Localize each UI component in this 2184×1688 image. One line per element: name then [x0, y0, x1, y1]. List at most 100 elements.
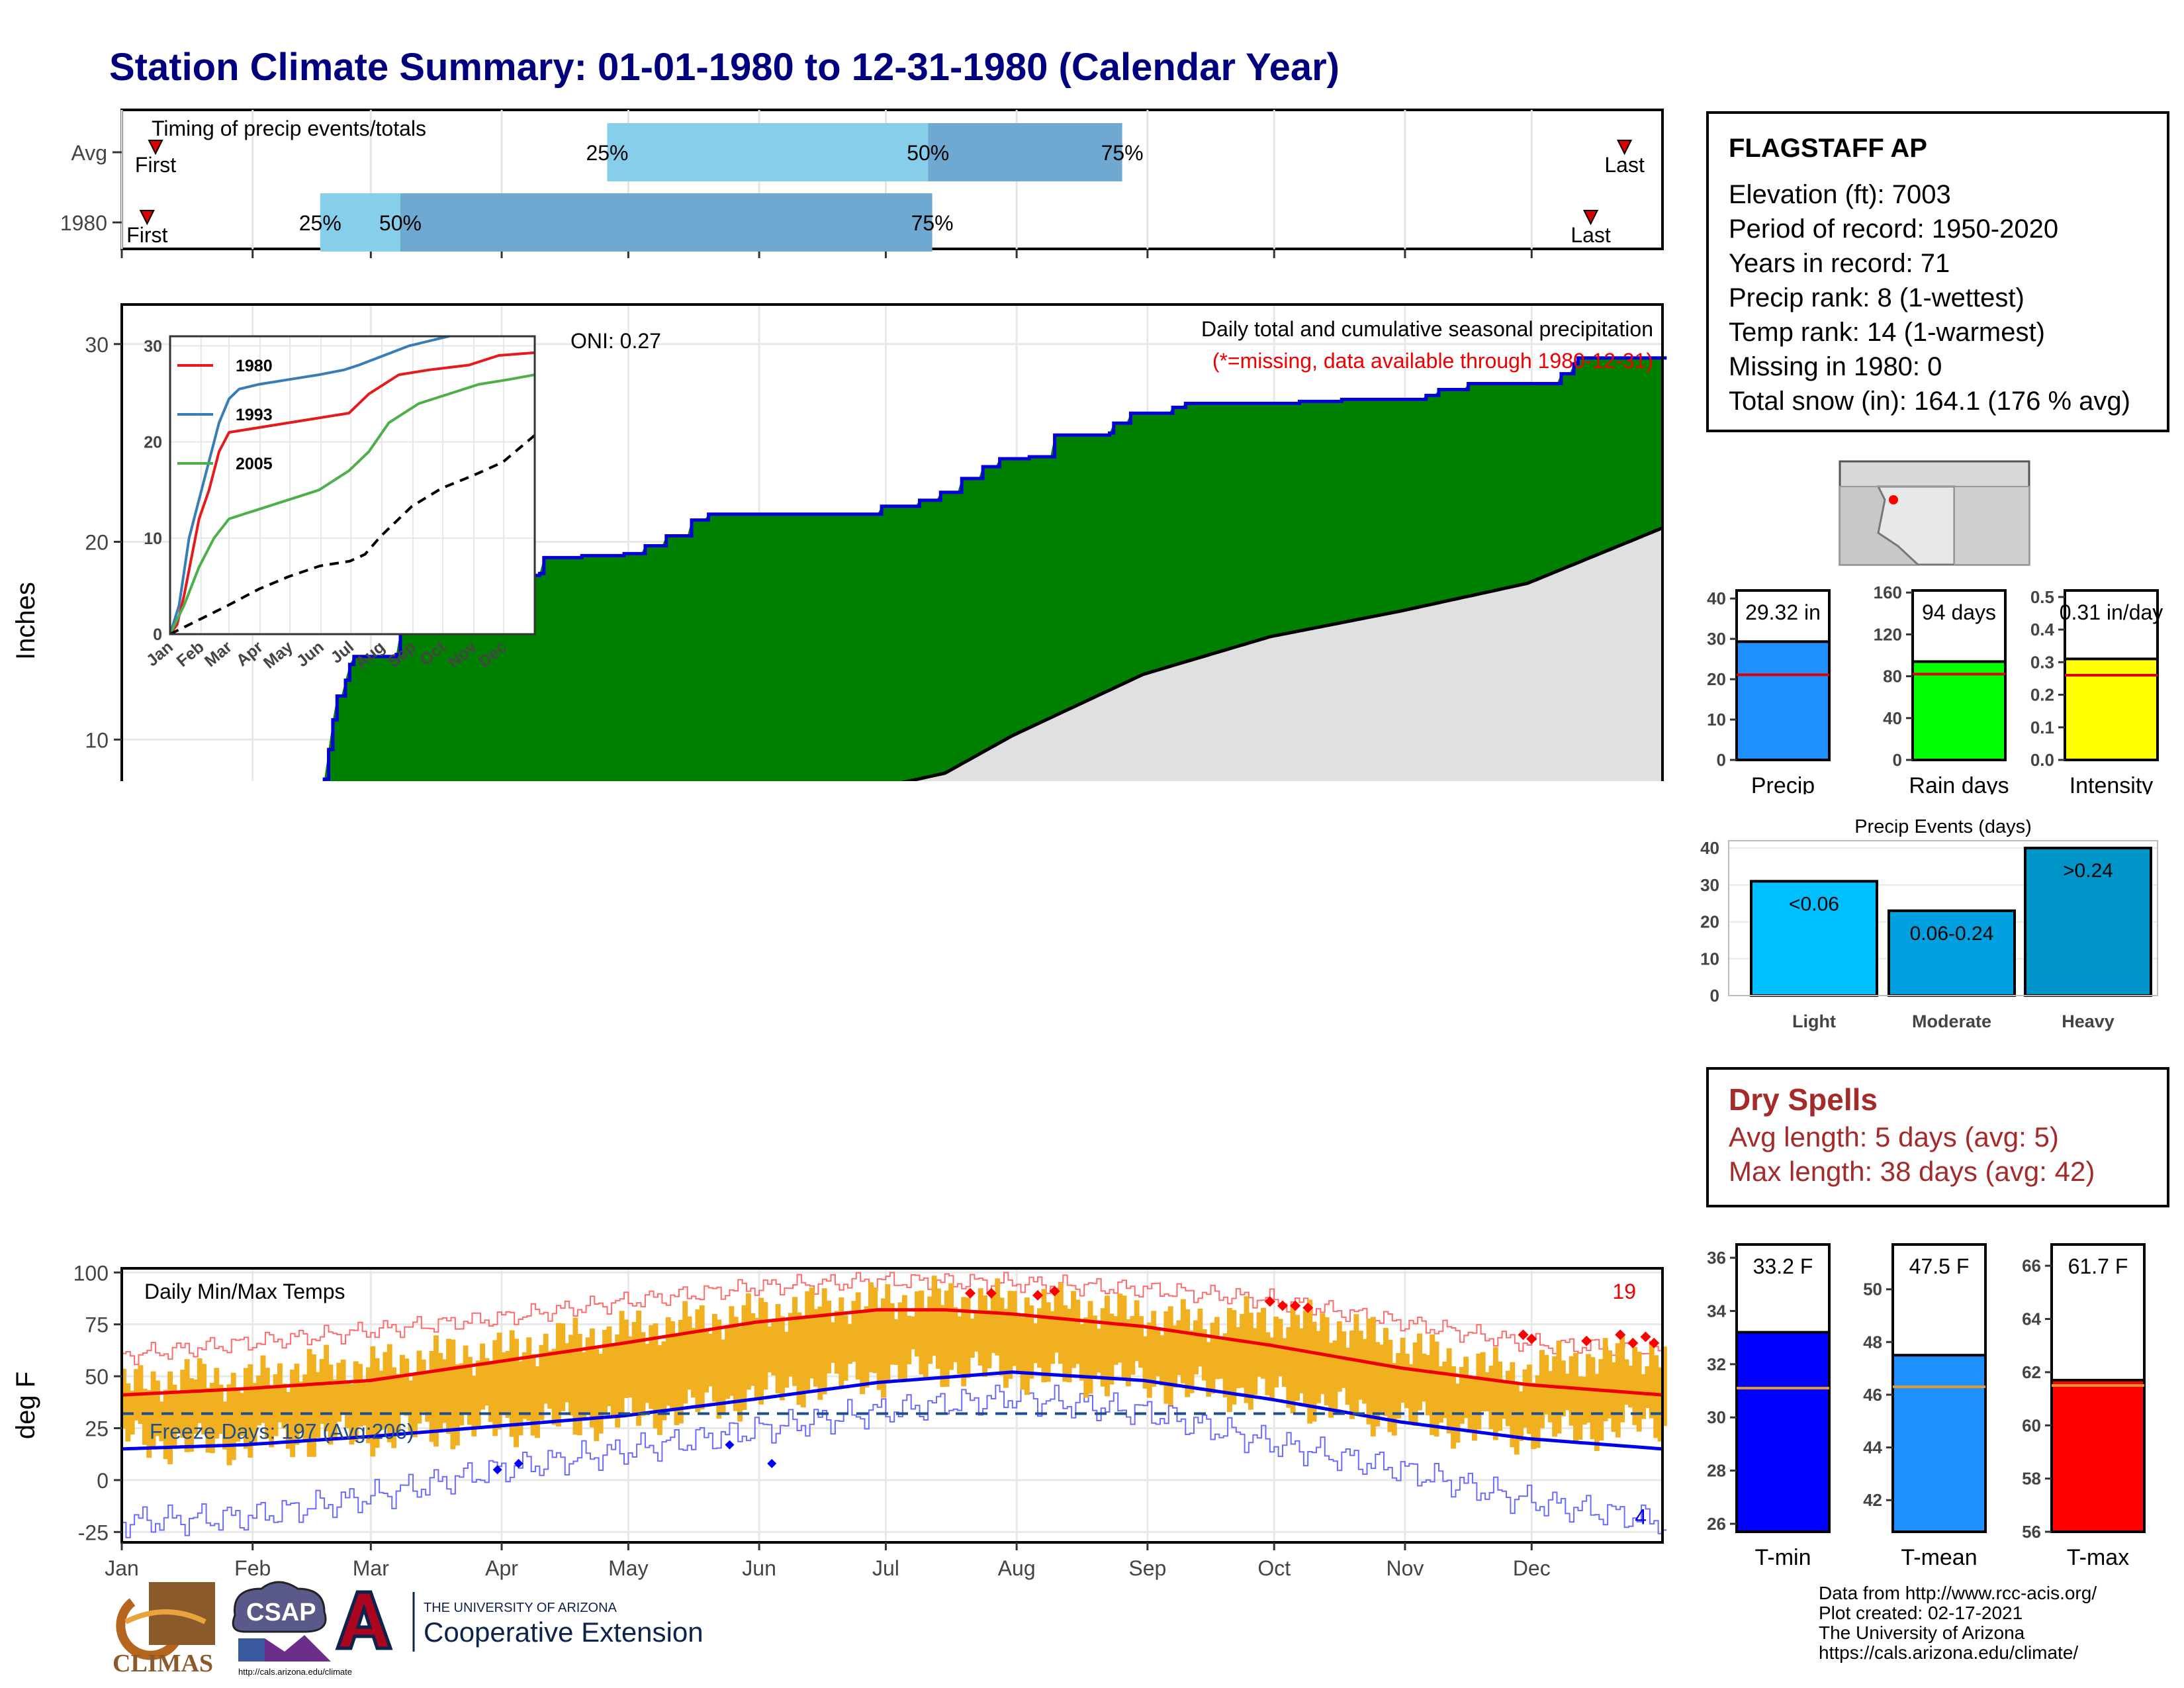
credit-url: https://cals.arizona.edu/climate/	[1819, 1642, 2079, 1663]
temp-daily-bar-122	[631, 1322, 637, 1415]
timing-first-marker-1	[139, 210, 155, 226]
temp-daily-bar-154	[766, 1326, 772, 1373]
dry-spells-avg: Avg length: 5 days (avg: 5)	[1729, 1121, 2059, 1152]
temp-daily-bar-335	[1531, 1382, 1537, 1450]
temp-daily-bar-139	[704, 1330, 709, 1393]
temp-daily-bar-253	[1185, 1309, 1191, 1397]
svg-text:THE UNIVERSITY OF ARIZONA: THE UNIVERSITY OF ARIZONA	[424, 1601, 617, 1615]
temp-daily-bar-362	[1645, 1366, 1651, 1409]
temp-daily-bar-210	[1003, 1309, 1009, 1388]
temp-record-high-marker-10	[1581, 1335, 1592, 1346]
temp-daily-bar-229	[1083, 1317, 1089, 1398]
temp-daily-bar-198	[952, 1307, 958, 1362]
temp-daily-bar-111	[585, 1337, 591, 1414]
timing-row-label-0: Avg	[71, 141, 107, 165]
temp-daily-bar-231	[1091, 1315, 1097, 1377]
temp-daily-bar-195	[940, 1305, 946, 1387]
temp-daily-bar-189	[915, 1291, 920, 1357]
temp-daily-bar-113	[594, 1349, 600, 1442]
temp-daily-bar-300	[1383, 1327, 1388, 1416]
temp-record-high-marker-8	[1518, 1329, 1529, 1340]
temp-daily-bar-286	[1324, 1317, 1330, 1406]
inset-ytick-label-1: 10	[144, 530, 162, 548]
temp-min-count: 4	[1635, 1505, 1647, 1528]
temp-daily-bar-267	[1244, 1296, 1250, 1403]
inset-legend-label-0: 1980	[236, 357, 273, 375]
panel-bar-annual_temps-1	[1891, 1354, 1987, 1533]
panel-ytick-label-annual_precip-0-4: 40	[1707, 588, 1726, 608]
temp-daily-bar-309	[1421, 1353, 1427, 1402]
climas-logo: CLIMAS	[113, 1582, 215, 1677]
temp-daily-bar-134	[682, 1301, 688, 1404]
temp-daily-bar-70	[412, 1372, 418, 1438]
timing-last-marker-0	[1616, 140, 1633, 156]
temp-daily-bar-211	[1007, 1291, 1013, 1380]
temp-daily-bar-16	[184, 1359, 190, 1452]
temp-daily-bar-186	[901, 1295, 907, 1382]
precip-avg-area	[909, 528, 1662, 781]
temp-daily-bar-336	[1535, 1375, 1541, 1448]
temp-record-low-marker-2	[725, 1440, 735, 1450]
temp-record-high-marker-1	[985, 1288, 997, 1299]
temp-daily-bar-46	[311, 1354, 316, 1457]
temp-daily-bar-11	[163, 1389, 169, 1460]
temp-daily-bar-339	[1547, 1371, 1553, 1423]
panel-ytick-label-annual_temps-0-2: 30	[1707, 1407, 1726, 1427]
precip-oni: ONI: 0.27	[570, 329, 661, 353]
temp-daily-bar-126	[649, 1325, 655, 1409]
temp-daily-bar-68	[404, 1358, 410, 1416]
temp-record-low-marker-3	[767, 1458, 777, 1468]
temp-daily-bar-117	[610, 1344, 616, 1419]
temp-normal-min-line	[121, 1370, 1663, 1451]
temp-daily-bar-312	[1433, 1341, 1439, 1437]
temp-xtick-label-10: Nov	[1386, 1556, 1424, 1580]
temp-frame	[120, 1267, 1664, 1544]
temp-daily-bar-208	[995, 1278, 1001, 1356]
temp-record-high-marker-13	[1640, 1331, 1651, 1342]
temp-daily-bar-295	[1362, 1338, 1368, 1404]
temp-daily-bar-135	[686, 1316, 692, 1390]
panel-ytick-label-annual_precip-2-2: 0.2	[2030, 685, 2054, 705]
temp-xtick-label-1: Feb	[234, 1556, 271, 1580]
panel-ytick-label-annual_precip-2-3: 0.3	[2030, 652, 2054, 672]
temp-daily-bar-178	[868, 1282, 874, 1372]
temp-daily-bar-57	[357, 1364, 363, 1427]
temp-daily-bar-119	[619, 1311, 625, 1417]
precip-frame	[120, 303, 1664, 781]
temp-daily-bar-343	[1565, 1374, 1570, 1411]
temp-record-high-marker-9	[1526, 1333, 1537, 1344]
temp-daily-bar-332	[1518, 1391, 1524, 1441]
temp-daily-bar-287	[1328, 1342, 1334, 1418]
temp-daily-bar-39	[281, 1383, 287, 1429]
temp-daily-bar-56	[353, 1361, 359, 1442]
timing-last-marker-1	[1582, 210, 1599, 226]
temp-ytick-label-5: 100	[73, 1261, 109, 1285]
panel-value-label-annual_temps-1: 47.5 F	[1909, 1254, 1970, 1278]
temp-daily-bar-200	[961, 1297, 967, 1387]
precip-ytick-label-2: 20	[85, 531, 109, 555]
timing-bar-q1-0	[607, 123, 929, 181]
temp-daily-bar-44	[302, 1374, 308, 1440]
temp-daily-bar-43	[298, 1382, 304, 1433]
temp-daily-bar-84	[471, 1376, 477, 1436]
temp-daily-bar-240	[1130, 1315, 1136, 1375]
timing-bar-q2-1	[400, 193, 933, 252]
temp-daily-bar-314	[1442, 1361, 1448, 1419]
panel-ytick-label-annual_temps-0-1: 28	[1707, 1461, 1726, 1481]
precip-1980-line	[322, 356, 1667, 781]
temp-daily-bar-164	[809, 1288, 815, 1379]
timing-p25-label-1: 25%	[299, 211, 341, 235]
temp-xtick-label-6: Jul	[872, 1556, 899, 1580]
temp-daily-bar-115	[602, 1329, 608, 1413]
precip-ylabel: Inches	[11, 582, 40, 660]
temp-daily-bar-250	[1172, 1325, 1178, 1388]
temp-daily-bar-8	[150, 1371, 156, 1450]
panel-value-label-annual_temps-2: 61.7 F	[2068, 1254, 2128, 1278]
temp-daily-bar-27	[230, 1372, 236, 1460]
temp-daily-bar-102	[547, 1350, 553, 1409]
temp-daily-bar-307	[1412, 1342, 1418, 1426]
temp-daily-bar-76	[437, 1352, 443, 1432]
events-category-2: Heavy	[2062, 1011, 2115, 1031]
panel-ytick-label-annual_precip-1-2: 80	[1883, 667, 1902, 686]
temp-daily-bar-59	[365, 1367, 371, 1444]
